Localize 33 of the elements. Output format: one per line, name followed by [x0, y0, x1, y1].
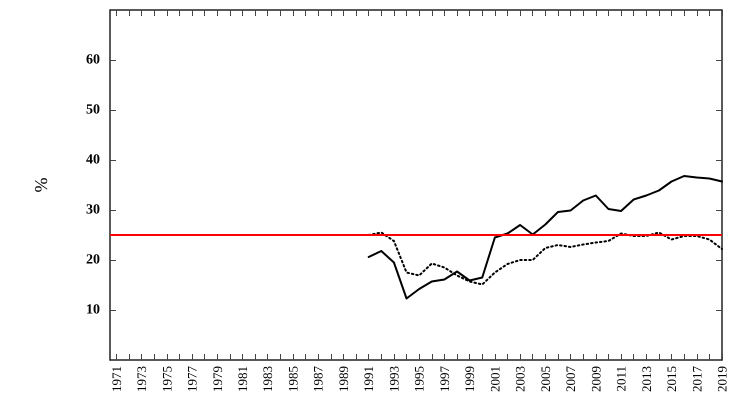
x-tick-label: 1977: [184, 366, 200, 392]
x-tick-label: 2015: [664, 366, 680, 392]
x-tick-label: 2001: [487, 366, 502, 392]
x-tick-label: 1975: [159, 366, 174, 392]
y-tick-label: 50: [86, 102, 100, 118]
x-tick-label: 1987: [310, 366, 326, 392]
x-tick-label: 2011: [614, 366, 629, 392]
x-tick-label: 1971: [108, 366, 124, 392]
x-tick-label: 1993: [386, 366, 402, 392]
y-tick-label: 30: [86, 202, 100, 218]
x-tick-label: 1997: [436, 366, 452, 392]
x-tick-label: 1995: [412, 366, 427, 392]
x-tick-label: 1999: [462, 366, 478, 392]
x-tick-label: 1979: [210, 366, 225, 392]
x-tick-label: 1973: [134, 366, 150, 392]
x-tick-label: 2007: [563, 366, 578, 392]
x-tick-label: 1991: [361, 366, 376, 392]
line-series: [368, 175, 723, 300]
x-tick-label: 2005: [538, 366, 553, 392]
x-tick-label: 2013: [638, 366, 654, 392]
y-tick-label: 40: [86, 152, 100, 168]
x-tick-label: 2017: [689, 366, 704, 392]
x-tick-label: 1989: [336, 366, 351, 392]
x-tick-label: 1983: [260, 366, 276, 392]
x-tick-label: 2003: [512, 366, 528, 392]
x-tick-label: 2019: [714, 366, 730, 392]
x-tick-label: 2009: [588, 366, 604, 392]
x-tick-label: 1985: [285, 366, 300, 392]
y-tick-label: 20: [86, 252, 100, 268]
y-tick-label: 60: [86, 52, 100, 68]
y-tick-label: 10: [86, 302, 100, 318]
x-tick-label: 1981: [234, 366, 250, 392]
y-axis-title: %: [31, 178, 51, 192]
